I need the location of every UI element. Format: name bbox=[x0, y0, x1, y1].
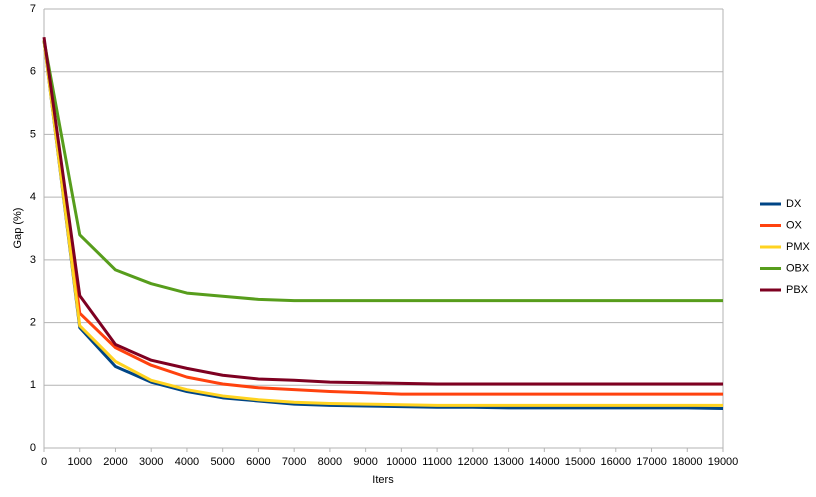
y-tick-label: 6 bbox=[30, 66, 36, 78]
x-tick-label: 1000 bbox=[67, 456, 91, 468]
series-line bbox=[42, 37, 723, 386]
legend-label: PMX bbox=[786, 241, 811, 253]
x-tick-label: 8000 bbox=[318, 456, 342, 468]
x-tick-label: 4000 bbox=[175, 456, 199, 468]
series-line bbox=[42, 40, 724, 410]
series-line bbox=[42, 40, 723, 407]
y-tick-label: 5 bbox=[30, 128, 36, 140]
x-tick-label: 2000 bbox=[103, 456, 127, 468]
x-tick-label: 17000 bbox=[636, 456, 667, 468]
x-tick-label: 16000 bbox=[600, 456, 631, 468]
legend-label: PBX bbox=[786, 284, 809, 296]
x-tick-label: 9000 bbox=[353, 456, 377, 468]
y-axis-label: Gap (%) bbox=[12, 208, 24, 249]
x-tick-label: 13000 bbox=[493, 456, 524, 468]
series-line bbox=[42, 40, 723, 303]
x-tick-label: 6000 bbox=[246, 456, 270, 468]
x-tick-label: 10000 bbox=[386, 456, 417, 468]
x-tick-label: 11000 bbox=[422, 456, 452, 468]
series-line bbox=[42, 40, 723, 396]
y-tick-label: 2 bbox=[30, 316, 36, 328]
x-tick-label: 12000 bbox=[458, 456, 489, 468]
x-tick-label: 14000 bbox=[529, 456, 560, 468]
x-axis-label: Iters bbox=[372, 474, 394, 486]
y-tick-label: 1 bbox=[30, 379, 36, 391]
y-tick-label: 0 bbox=[30, 442, 36, 454]
x-tick-label: 18000 bbox=[672, 456, 703, 468]
x-tick-label: 15000 bbox=[565, 456, 596, 468]
y-tick-label: 4 bbox=[30, 191, 36, 203]
x-tick-label: 3000 bbox=[139, 456, 163, 468]
x-tick-label: 0 bbox=[41, 456, 47, 468]
legend-label: DX bbox=[786, 198, 802, 210]
x-tick-label: 5000 bbox=[210, 456, 234, 468]
y-tick-label: 3 bbox=[30, 254, 36, 266]
y-tick-label: 7 bbox=[30, 3, 36, 15]
legend-label: OX bbox=[786, 219, 803, 231]
x-tick-label: 19000 bbox=[708, 456, 739, 468]
x-tick-label: 7000 bbox=[282, 456, 306, 468]
legend-label: OBX bbox=[786, 262, 810, 274]
